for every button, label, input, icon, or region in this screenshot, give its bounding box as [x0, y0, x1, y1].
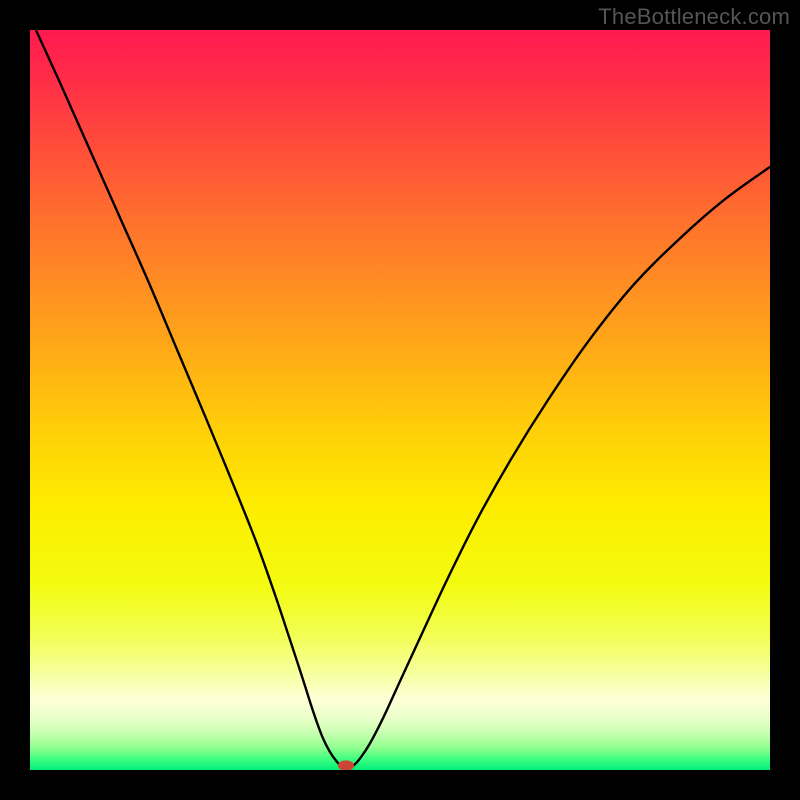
gradient-background: [30, 30, 770, 770]
plot-svg: [30, 30, 770, 770]
watermark: TheBottleneck.com: [598, 4, 790, 30]
plot-area: [30, 30, 770, 770]
